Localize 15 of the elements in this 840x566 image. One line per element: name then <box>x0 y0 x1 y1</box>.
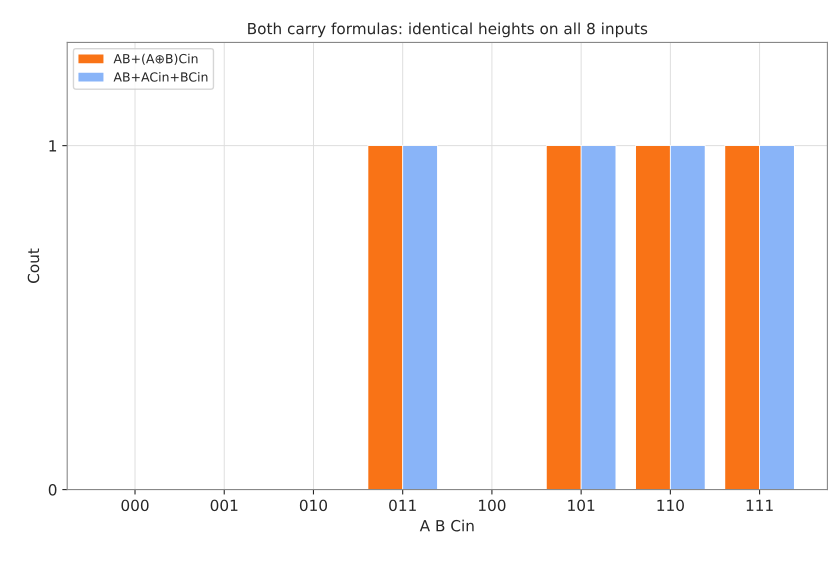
x-tick-label: 100 <box>479 500 506 512</box>
x-tick-label: 000 <box>121 500 149 512</box>
x-tick-label: 011 <box>389 500 416 512</box>
y-tick-label: 1 <box>49 140 56 152</box>
x-tick-label: 001 <box>210 500 238 512</box>
y-axis-title: Cout <box>28 248 40 284</box>
x-tick-label: 010 <box>300 500 328 512</box>
x-axis-title: A B Cin <box>420 520 474 532</box>
legend-label: AB+(A⊕B)Cin <box>114 54 198 65</box>
legend-label: AB+ACin+BCin <box>114 72 208 82</box>
x-tick-label: 111 <box>746 500 773 511</box>
x-tick-label: 101 <box>568 500 594 512</box>
y-tick-label: 0 <box>48 484 56 496</box>
x-tick-label: 110 <box>657 500 684 512</box>
chart-title: Both carry formulas: identical heights on all 8 inputs <box>248 22 648 38</box>
